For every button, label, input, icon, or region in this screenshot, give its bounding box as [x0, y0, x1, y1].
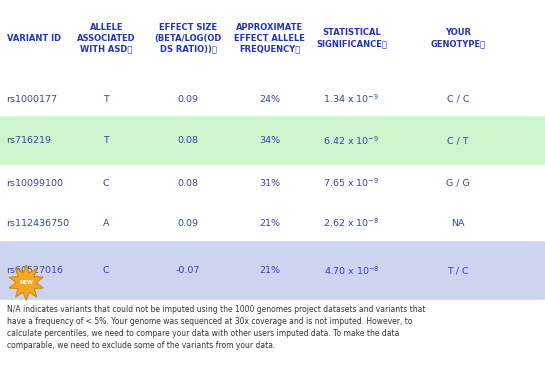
Text: 34%: 34% [259, 136, 280, 145]
Text: G / G: G / G [446, 178, 470, 187]
Text: rs60527016: rs60527016 [7, 266, 64, 275]
Polygon shape [9, 265, 43, 301]
Text: A: A [103, 219, 110, 227]
Text: 2.62 x 10$^{-8}$: 2.62 x 10$^{-8}$ [323, 217, 380, 229]
Text: 21%: 21% [259, 266, 280, 275]
Text: rs1000177: rs1000177 [7, 95, 58, 104]
Text: 1.34 x 10$^{-9}$: 1.34 x 10$^{-9}$ [323, 93, 380, 105]
Text: C: C [103, 178, 110, 187]
Text: APPROXIMATE
EFFECT ALLELE
FREQUENCYⓘ: APPROXIMATE EFFECT ALLELE FREQUENCYⓘ [234, 23, 305, 53]
Text: 6.42 x 10$^{-9}$: 6.42 x 10$^{-9}$ [323, 134, 380, 147]
Text: rs112436750: rs112436750 [7, 219, 70, 227]
Text: ALLELE
ASSOCIATED
WITH ASDⓘ: ALLELE ASSOCIATED WITH ASDⓘ [77, 23, 136, 53]
Text: NEW: NEW [19, 280, 33, 285]
Text: 7.65 x 10$^{-9}$: 7.65 x 10$^{-9}$ [323, 177, 380, 189]
Text: C / C: C / C [446, 95, 469, 104]
Text: 0.09: 0.09 [178, 95, 198, 104]
Text: rs716219: rs716219 [7, 136, 52, 145]
Text: NA: NA [451, 219, 464, 227]
Text: C: C [103, 266, 110, 275]
Text: VARIANT ID: VARIANT ID [7, 34, 60, 43]
Text: 31%: 31% [259, 178, 280, 187]
Text: YOUR
GENOTYPEⓘ: YOUR GENOTYPEⓘ [430, 29, 486, 48]
Text: T / C: T / C [447, 266, 469, 275]
Text: 21%: 21% [259, 219, 280, 227]
Text: EFFECT SIZE
(BETA/LOG(OD
DS RATIO))ⓘ: EFFECT SIZE (BETA/LOG(OD DS RATIO))ⓘ [154, 23, 222, 53]
Text: 0.08: 0.08 [178, 178, 198, 187]
Text: N/A indicates variants that could not be imputed using the 1000 genomes project : N/A indicates variants that could not be… [7, 305, 425, 351]
Text: T: T [104, 95, 109, 104]
Text: STATISTICAL
SIGNIFICANCEⓘ: STATISTICAL SIGNIFICANCEⓘ [316, 29, 387, 48]
Text: C / T: C / T [447, 136, 469, 145]
Text: 24%: 24% [259, 95, 280, 104]
FancyBboxPatch shape [0, 241, 545, 300]
Text: rs10099100: rs10099100 [7, 178, 64, 187]
Text: 0.08: 0.08 [178, 136, 198, 145]
Text: T: T [104, 136, 109, 145]
Text: -0.07: -0.07 [176, 266, 200, 275]
Text: 0.09: 0.09 [178, 219, 198, 227]
FancyBboxPatch shape [0, 116, 545, 165]
Text: 4.70 x 10$^{-8}$: 4.70 x 10$^{-8}$ [324, 264, 379, 277]
